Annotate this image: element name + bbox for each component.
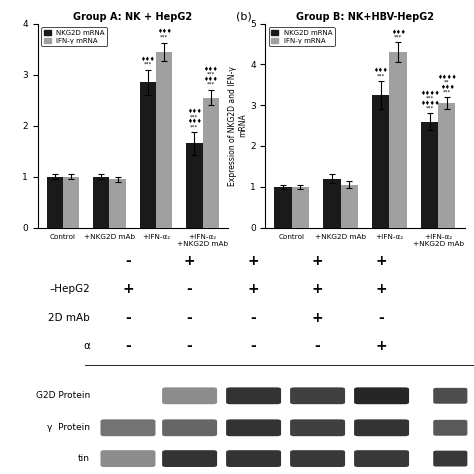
Text: ♦♦♦
***
♦♦♦
***: ♦♦♦ *** ♦♦♦ *** [203,67,218,87]
Bar [156,52,173,228]
Text: +: + [122,282,134,296]
Bar [372,95,390,228]
FancyBboxPatch shape [226,450,281,467]
Bar [186,144,202,228]
Text: -: - [379,310,384,325]
Text: ♦♦♦♦
***
♦♦♦♦
***: ♦♦♦♦ *** ♦♦♦♦ *** [420,91,439,111]
FancyBboxPatch shape [354,450,409,467]
Text: -: - [187,282,192,296]
Title: Group B: NK+HBV-HepG2: Group B: NK+HBV-HepG2 [296,11,434,21]
Text: +: + [184,254,195,268]
Text: -: - [187,310,192,325]
Text: -: - [315,339,320,353]
Legend: NKG2D mRNA, IFN-γ mRNA: NKG2D mRNA, IFN-γ mRNA [41,27,107,46]
Y-axis label: Expression of NKG2D and IFN-γ
mRNA: Expression of NKG2D and IFN-γ mRNA [228,66,247,185]
Text: (b): (b) [236,12,252,22]
Title: Group A: NK + HepG2: Group A: NK + HepG2 [73,11,192,21]
Text: –HepG2: –HepG2 [49,284,90,294]
Text: -: - [187,339,192,353]
Bar [438,103,456,228]
FancyBboxPatch shape [433,420,467,436]
Text: -: - [125,339,131,353]
Text: +: + [248,282,259,296]
FancyBboxPatch shape [162,387,217,404]
Text: ♦♦♦
***
♦♦♦
***: ♦♦♦ *** ♦♦♦ *** [187,109,202,129]
Text: 2D mAb: 2D mAb [48,312,90,323]
Text: +: + [376,282,387,296]
Text: +: + [312,310,323,325]
FancyBboxPatch shape [354,419,409,436]
Text: ♦♦♦
***: ♦♦♦ *** [374,68,388,78]
Text: +: + [248,254,259,268]
Text: ♦♦♦
***: ♦♦♦ *** [157,29,172,39]
Bar [93,177,109,228]
Text: ♦♦♦
***: ♦♦♦ *** [141,56,155,66]
FancyBboxPatch shape [433,451,467,466]
Bar [140,82,156,228]
FancyBboxPatch shape [100,419,155,436]
Legend: NKG2D mRNA, IFN-γ mRNA: NKG2D mRNA, IFN-γ mRNA [269,27,335,46]
Text: -: - [125,310,131,325]
Bar [340,185,358,228]
FancyBboxPatch shape [290,419,345,436]
FancyBboxPatch shape [162,419,217,436]
Text: G2D Protein: G2D Protein [36,392,90,400]
Text: -: - [251,339,256,353]
Text: ♦♦♦
***: ♦♦♦ *** [391,29,405,40]
Bar [109,179,126,228]
Text: tin: tin [78,454,90,463]
Text: γ  Protein: γ Protein [47,423,90,432]
FancyBboxPatch shape [433,388,467,404]
FancyBboxPatch shape [226,387,281,404]
Text: +: + [312,282,323,296]
Bar [323,179,340,228]
FancyBboxPatch shape [226,419,281,436]
FancyBboxPatch shape [290,450,345,467]
Text: ♦♦♦♦
**
♦♦♦
***: ♦♦♦♦ ** ♦♦♦ *** [437,74,456,95]
Bar [46,177,63,228]
Text: +: + [376,254,387,268]
FancyBboxPatch shape [354,387,409,404]
Text: -: - [251,310,256,325]
Text: +: + [376,339,387,353]
Bar [390,52,407,228]
Text: -: - [125,254,131,268]
Bar [202,98,219,228]
FancyBboxPatch shape [162,450,217,467]
FancyBboxPatch shape [100,450,155,467]
Bar [421,121,438,228]
Bar [292,187,309,228]
Text: α: α [83,341,90,351]
FancyBboxPatch shape [290,387,345,404]
Bar [274,187,292,228]
Text: +: + [312,254,323,268]
Bar [63,177,79,228]
